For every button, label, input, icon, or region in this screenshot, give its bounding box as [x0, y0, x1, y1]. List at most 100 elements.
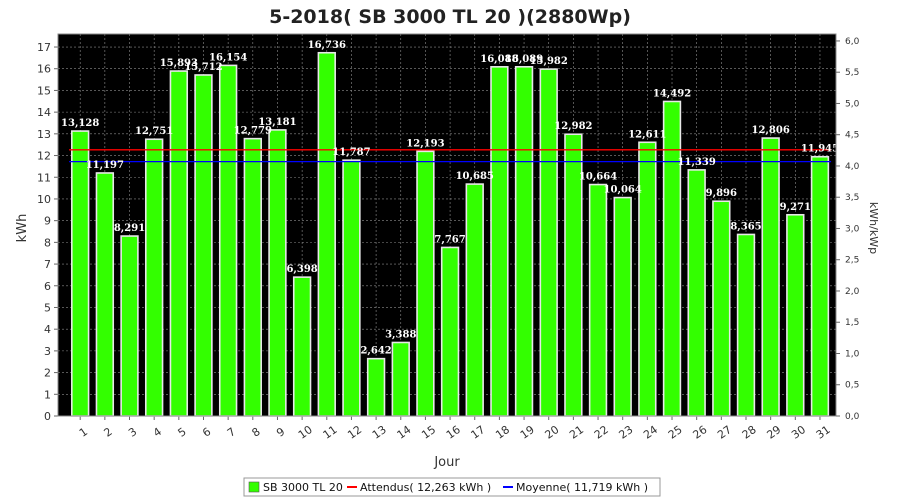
- y-tick-label: 12: [37, 150, 51, 163]
- y-tick-label: 8: [44, 236, 51, 249]
- bar: [416, 150, 435, 417]
- x-tick-label: 26: [690, 423, 709, 442]
- x-tick-label: 8: [249, 425, 262, 440]
- data-label: 2,642: [360, 346, 391, 357]
- data-label: 15,982: [530, 56, 568, 67]
- bar: [638, 141, 657, 417]
- y-tick-label: 3: [44, 345, 51, 358]
- bar: [218, 64, 238, 417]
- x-tick-label: 7: [225, 425, 238, 440]
- y2-tick-label: 5,5: [845, 68, 859, 78]
- y2-tick-label: 2,5: [845, 256, 859, 266]
- bar: [144, 138, 164, 417]
- data-label: 7,767: [434, 234, 465, 245]
- y2-tick-label: 1,0: [845, 349, 860, 359]
- bar: [490, 66, 509, 417]
- data-label: 15,712: [184, 62, 222, 73]
- y-tick-label: 16: [37, 63, 51, 76]
- y-tick-label: 17: [37, 41, 51, 54]
- bar: [761, 137, 780, 417]
- legend: SB 3000 TL 20 Attendus( 12,263 kWh ) Moyen…: [243, 477, 661, 497]
- data-label: 13,128: [61, 118, 99, 129]
- y-axis-label: kWh: [15, 214, 30, 243]
- y2-tick-label: 4,5: [845, 131, 859, 141]
- data-label: 10,664: [579, 172, 617, 183]
- bar: [169, 70, 189, 417]
- bar: [810, 155, 830, 417]
- bar: [440, 246, 460, 417]
- bar: [391, 341, 410, 417]
- bar: [71, 130, 90, 417]
- y-tick-label: 0: [44, 410, 51, 423]
- data-label: 14,492: [653, 88, 691, 99]
- y-tick-label: 10: [37, 193, 51, 206]
- x-tick-label: 29: [764, 423, 783, 442]
- y-tick-label: 6: [44, 280, 51, 293]
- chart-title: 5-2018( SB 3000 TL 20 )(2880Wp): [269, 6, 631, 28]
- legend-label: Attendus( 12,263 kWh ): [360, 481, 491, 494]
- bar: [95, 172, 115, 417]
- bar: [268, 129, 287, 417]
- x-axis-label: Jour: [433, 455, 460, 470]
- data-label: 3,388: [385, 329, 416, 340]
- data-label: 8,291: [114, 223, 145, 234]
- data-label: 12,751: [135, 126, 173, 137]
- x-tick-label: 24: [641, 423, 660, 442]
- y2-tick-label: 0,5: [845, 381, 859, 391]
- y2-tick-label: 4,0: [845, 162, 860, 172]
- x-tick-label: 16: [444, 423, 463, 442]
- y2-tick-label: 5,0: [845, 99, 860, 109]
- x-tick-label: 2: [102, 425, 115, 440]
- x-tick-label: 5: [176, 425, 189, 440]
- x-tick-label: 13: [370, 423, 389, 442]
- y-tick-label: 7: [44, 258, 51, 271]
- x-tick-label: 27: [715, 423, 734, 442]
- bar: [613, 196, 632, 417]
- x-tick-label: 14: [395, 423, 414, 442]
- data-label: 11,945: [801, 144, 839, 155]
- data-label: 11,339: [678, 157, 716, 168]
- data-label: 12,806: [752, 125, 790, 136]
- y2-tick-label: 1,5: [845, 318, 859, 328]
- bar: [342, 159, 361, 417]
- y-tick-label: 4: [44, 323, 51, 336]
- x-tick-label: 31: [814, 423, 833, 442]
- data-label: 12,982: [554, 121, 592, 132]
- y2-tick-label: 0,0: [845, 412, 860, 422]
- data-label: 9,271: [780, 202, 811, 213]
- data-label: 9,896: [706, 188, 737, 199]
- x-tick-label: 11: [321, 423, 340, 442]
- data-label: 16,089: [505, 54, 543, 65]
- data-label: 10,685: [456, 171, 494, 182]
- x-tick-label: 25: [666, 423, 685, 442]
- bar: [317, 51, 336, 417]
- bar: [120, 235, 139, 417]
- bar: [736, 233, 756, 417]
- y2-tick-label: 3,5: [845, 193, 859, 203]
- y2-tick-label: 2,0: [845, 287, 860, 297]
- y-tick-label: 14: [37, 106, 51, 119]
- legend-swatch-bar: [248, 481, 260, 493]
- x-tick-label: 4: [151, 425, 164, 440]
- data-label: 16,088: [480, 54, 518, 65]
- y-tick-label: 11: [37, 171, 51, 184]
- x-tick-label: 3: [126, 425, 139, 440]
- y2-tick-label: 6,0: [845, 37, 860, 47]
- x-tick-label: 9: [274, 425, 287, 440]
- x-tick-label: 23: [617, 423, 636, 442]
- data-label: 11,197: [86, 160, 124, 171]
- y-tick-label: 1: [44, 388, 51, 401]
- x-tick-label: 22: [592, 423, 611, 442]
- x-tick-label: 6: [200, 425, 213, 440]
- y2-tick-label: 3,0: [845, 224, 860, 234]
- y-tick-label: 13: [37, 128, 51, 141]
- x-tick-label: 15: [419, 423, 438, 442]
- bar: [687, 169, 706, 417]
- x-tick-label: 10: [296, 423, 315, 442]
- bar: [243, 137, 262, 417]
- data-label: 15,893: [160, 58, 198, 69]
- y-tick-label: 2: [44, 367, 51, 380]
